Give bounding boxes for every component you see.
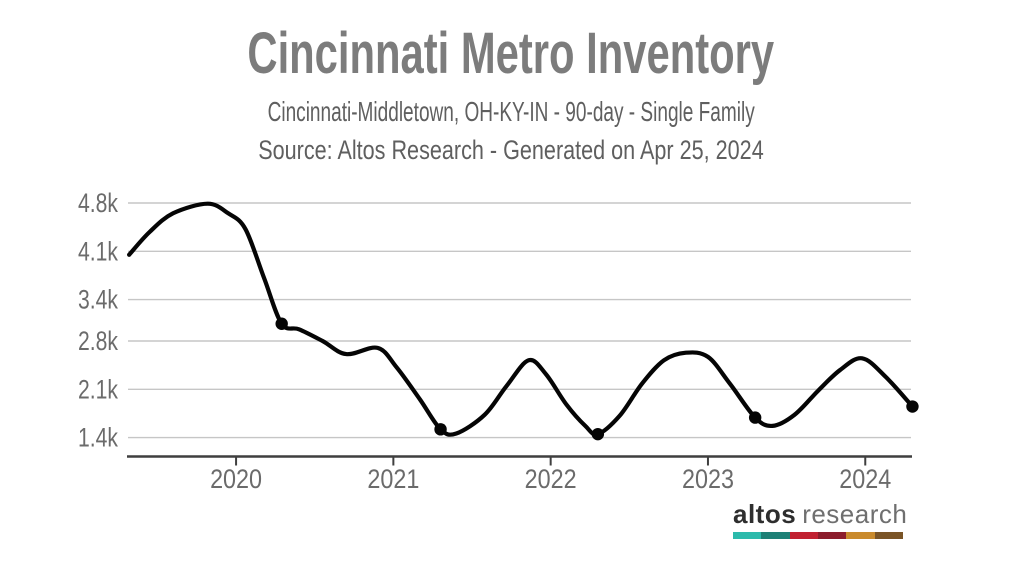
- x-tick-label: 2022: [525, 464, 577, 494]
- x-tick-label: 2024: [839, 464, 891, 494]
- chart-subtitle-text: Cincinnati-Middletown, OH-KY-IN - 90-day…: [267, 96, 755, 127]
- x-tick-label: 2023: [682, 464, 734, 494]
- chart-title-text: Cincinnati Metro Inventory: [247, 21, 775, 86]
- y-tick-label: 2.8k: [78, 326, 118, 356]
- data-point-marker: [434, 423, 447, 436]
- logo-bar-segment: [761, 532, 790, 539]
- chart-source-line: Source: Altos Research - Generated on Ap…: [0, 135, 1022, 166]
- logo-bar-segment: [846, 532, 875, 539]
- logo-bar-segment: [789, 532, 818, 539]
- x-tick-label: 2021: [367, 464, 419, 494]
- y-tick-label: 4.8k: [78, 188, 118, 218]
- data-point-marker: [906, 400, 919, 413]
- altos-research-logo: altos research: [733, 499, 907, 539]
- chart-source-text: Source: Altos Research - Generated on Ap…: [258, 135, 764, 165]
- logo-bar-segment: [733, 532, 762, 539]
- y-tick-label: 1.4k: [78, 423, 118, 453]
- chart-subtitle: Cincinnati-Middletown, OH-KY-IN - 90-day…: [0, 96, 1022, 128]
- inventory-line: [127, 201, 915, 437]
- logo-wordmark: altos research: [733, 499, 907, 529]
- logo-bar-segment: [817, 532, 847, 539]
- logo-color-bar: [733, 532, 903, 539]
- data-point-marker: [591, 427, 605, 441]
- logo-bar-segment: [874, 532, 903, 539]
- data-point-marker: [748, 411, 762, 424]
- y-tick-label: 4.1k: [78, 236, 118, 266]
- logo-word-altos: altos: [733, 499, 797, 529]
- chart-title: Cincinnati Metro Inventory: [0, 21, 1022, 86]
- data-point-marker: [275, 317, 288, 330]
- y-tick-label: 2.1k: [78, 374, 118, 404]
- x-tick-label: 2020: [210, 464, 262, 494]
- logo-word-research: research: [802, 499, 908, 529]
- y-tick-label: 3.4k: [78, 285, 118, 315]
